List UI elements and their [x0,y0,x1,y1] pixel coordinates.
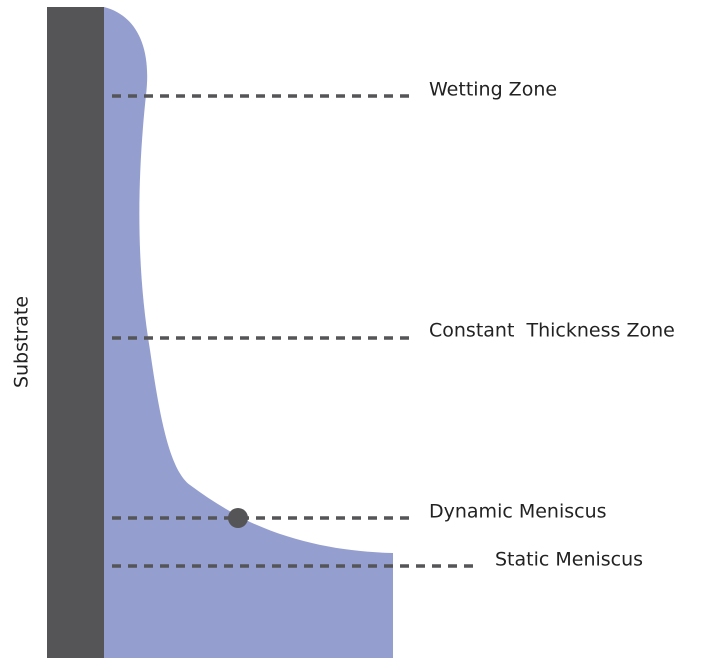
substrate [47,7,104,658]
zone-label: Dynamic Meniscus [429,501,607,523]
zone-label: Static Meniscus [495,549,643,571]
liquid-film [104,7,393,658]
zone-label: Constant Thickness Zone [429,320,675,342]
substrate-label: Substrate [11,296,33,388]
zone-label: Wetting Zone [429,79,557,101]
contact-point [228,508,248,528]
